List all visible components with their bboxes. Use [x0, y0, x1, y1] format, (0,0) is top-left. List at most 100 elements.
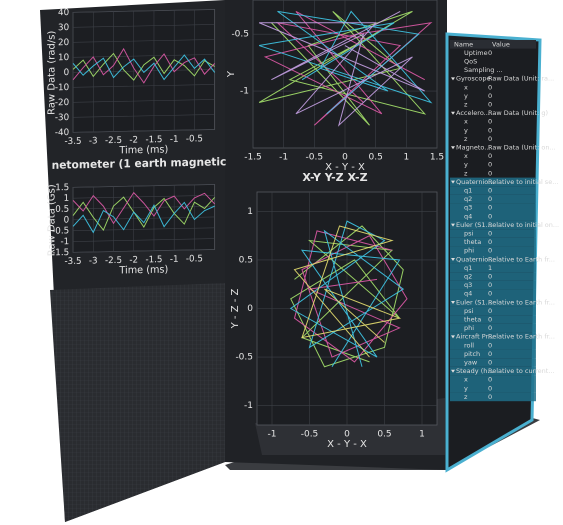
row-name: y: [464, 384, 468, 392]
row-highlight: [450, 384, 536, 393]
grid-line: [73, 216, 215, 221]
row-name: pitch: [464, 350, 480, 358]
row-value: Raw Data (Unit: g): [488, 109, 548, 117]
y-axis-label: Raw Data (rad/s): [47, 31, 58, 115]
x-tick-label: 0: [342, 153, 348, 163]
row-highlight: [450, 203, 536, 212]
row-value: 0: [488, 316, 492, 324]
row-name: yaw: [464, 359, 478, 367]
row-name: x: [464, 152, 468, 160]
x-axis-label: X - Y - X: [327, 439, 367, 450]
row-value: Relative to initial se...: [488, 178, 558, 186]
x-tick-label: 1: [403, 153, 409, 163]
x-tick-label: 1.5: [430, 153, 444, 163]
x-tick-label: -0.5: [301, 430, 319, 440]
grid-line: [73, 249, 215, 253]
expand-arrow: [451, 77, 455, 81]
row-name: Quaternio...: [456, 178, 494, 186]
column-header: Name: [454, 40, 473, 48]
x-axis-label: Time (ms): [118, 264, 168, 276]
grid-line: [73, 9, 215, 13]
y-tick-label: -1: [240, 87, 249, 97]
column-header: Value: [492, 40, 510, 48]
y-tick-label: -0.5: [231, 30, 249, 40]
row-value: 1: [488, 264, 492, 272]
data-line: [72, 52, 215, 81]
row-value: 0: [488, 376, 492, 384]
row-name: roll: [464, 341, 474, 349]
data-line: [289, 220, 405, 368]
expand-arrow: [451, 258, 455, 261]
row-highlight: [450, 280, 536, 290]
row-name: phi: [464, 324, 474, 332]
x-tick-label: -1.5: [145, 255, 162, 266]
y-tick-label: -0.5: [235, 353, 253, 363]
row-name: Steady (h...: [456, 367, 494, 375]
x-tick-label: -1: [170, 135, 179, 145]
row-name: Gyroscope: [456, 75, 490, 83]
expand-arrow: [451, 146, 455, 150]
plot-title: netometer (1 earth magnetic: [52, 155, 227, 172]
x-tick-label: -2: [129, 135, 138, 145]
y-tick-label: -1.5: [52, 248, 69, 259]
row-highlight: [450, 332, 536, 341]
row-value: Relative to current...: [488, 367, 555, 375]
data-line: [72, 54, 216, 81]
y-tick-label: 40: [58, 8, 69, 18]
row-value: 0: [488, 281, 492, 289]
y-tick-label: 20: [58, 38, 69, 48]
row-value: Relative to Earth fr...: [488, 333, 555, 341]
x-tick-label: -2.5: [105, 256, 122, 267]
expand-arrow: [451, 223, 455, 227]
row-name: psi: [464, 307, 474, 315]
magnetometer-plot: -3.5 -3 -2.5 -2 -1.5 -1 -0.5-1.5-1-0.500.511.5…: [47, 155, 227, 276]
row-value: 0: [488, 230, 492, 238]
x-tick-label: 0.5: [369, 153, 383, 163]
row-name: x: [464, 118, 468, 126]
y-axis-label: Y: [226, 70, 237, 78]
row-value: 0: [488, 324, 492, 332]
row-value: 0: [488, 101, 492, 109]
x-axis-label: Time (ms): [118, 144, 168, 156]
row-value: 0: [488, 152, 492, 160]
row-name: q4: [464, 290, 472, 298]
data-line: [72, 191, 216, 225]
x-tick-label: -3.5: [65, 137, 82, 148]
row-highlight: [450, 323, 536, 333]
data-line: [293, 230, 408, 363]
row-value: 0: [488, 341, 492, 349]
row-highlight: [450, 263, 536, 273]
x-tick-label: -3: [89, 256, 98, 266]
row-value: Raw Data (Unit: on...: [488, 144, 556, 152]
y-tick-label: 0.5: [55, 205, 69, 215]
row-highlight: [450, 341, 536, 350]
row-value: 0: [488, 169, 492, 177]
y-tick-label: 1.5: [55, 183, 69, 193]
x-tick-label: -1: [170, 255, 179, 265]
row-name: Aircraft Pr...: [456, 333, 494, 341]
grid-line: [73, 99, 215, 103]
row-name: Uptime: [464, 49, 488, 57]
row-value: 0: [488, 247, 492, 255]
y-axis-label: Raw Data (Gs): [47, 184, 58, 256]
row-value: 0: [488, 359, 492, 367]
row-highlight: [450, 375, 536, 384]
row-value: 0: [488, 83, 492, 91]
row-value: 0: [488, 161, 492, 169]
row-name: z: [464, 393, 468, 401]
y-tick-label: -0.5: [52, 226, 69, 237]
data-line: [72, 201, 215, 234]
row-highlight: [450, 237, 536, 247]
row-highlight: [450, 349, 536, 359]
row-name: z: [464, 169, 468, 177]
row-highlight: [450, 358, 536, 367]
row-name: q3: [464, 204, 472, 212]
row-name: QoS: [464, 58, 477, 66]
row-value: 0: [488, 212, 492, 220]
row-highlight: [450, 315, 536, 324]
row-name: x: [464, 83, 468, 91]
row-name: phi: [464, 247, 474, 255]
row-highlight: [450, 255, 536, 264]
